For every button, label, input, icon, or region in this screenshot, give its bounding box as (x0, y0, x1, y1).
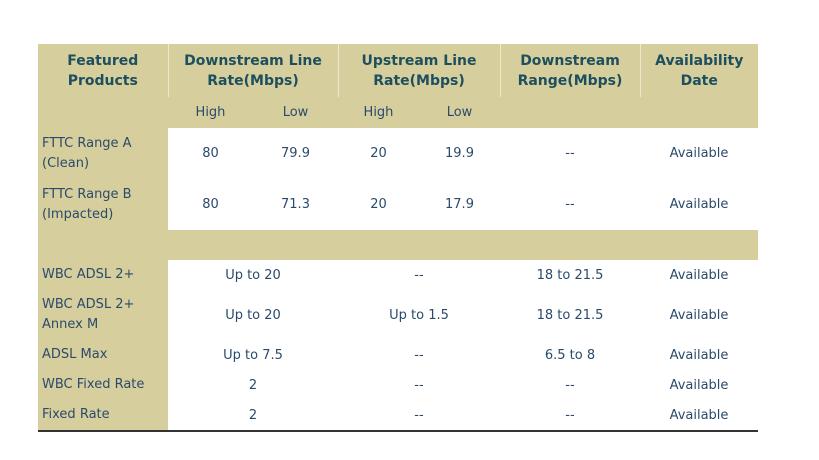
table-row: WBC Fixed Rate 2 -- -- Available (38, 370, 758, 400)
table-cell: 19.9 (419, 128, 500, 179)
table-cell: -- (500, 370, 640, 400)
table-cell: -- (338, 260, 500, 290)
table-cell: 80 (168, 179, 253, 230)
table-body: Featured Products Downstream Line Rate(Mb… (38, 44, 758, 432)
row-label: WBC ADSL 2+ Annex M (38, 290, 168, 340)
subheader-row: High Low High Low (38, 97, 758, 128)
table-row: FTTC Range A (Clean) 80 79.9 20 19.9 -- Availa… (38, 128, 758, 179)
table-cell: 71.3 (253, 179, 338, 230)
table-cell: Available (640, 290, 758, 340)
table-cell: -- (338, 340, 500, 370)
table-cell: Up to 7.5 (168, 340, 338, 370)
row-label: WBC Fixed Rate (38, 370, 168, 400)
table-row: WBC ADSL 2+ Annex M Up to 20 Up to 1.5 18 t… (38, 290, 758, 340)
table-cell: 17.9 (419, 179, 500, 230)
table-cell: 18 to 21.5 (500, 290, 640, 340)
table-cell: -- (500, 400, 640, 432)
row-label: FTTC Range A (Clean) (38, 128, 168, 179)
column-header: Downstream Line Rate(Mbps) (167, 44, 338, 97)
table-cell: 6.5 to 8 (500, 340, 640, 370)
products-table: Featured Products Downstream Line Rate(Mb… (38, 44, 758, 432)
table-cell: Available (640, 340, 758, 370)
column-header: Availability Date (639, 44, 758, 97)
row-label: WBC ADSL 2+ (38, 260, 168, 290)
row-label: Fixed Rate (38, 400, 168, 432)
subheader-cell: Low (253, 97, 338, 128)
spacer-cell (38, 230, 758, 260)
table-cell: -- (338, 400, 500, 432)
table-cell: Available (640, 128, 758, 179)
table-cell: Available (640, 370, 758, 400)
table-cell: Available (640, 400, 758, 432)
table-cell: Up to 20 (168, 290, 338, 340)
table-row: FTTC Range B (Impacted) 80 71.3 20 17.9 -- Ava… (38, 179, 758, 230)
table-cell: 79.9 (253, 128, 338, 179)
header-row: Featured Products Downstream Line Rate(Mb… (38, 44, 758, 97)
table-row: WBC ADSL 2+ Up to 20 -- 18 to 21.5 Available (38, 260, 758, 290)
table-cell: -- (338, 370, 500, 400)
column-header: Downstream Range(Mbps) (499, 44, 640, 97)
table-cell: 2 (168, 400, 338, 432)
table-cell: -- (500, 179, 640, 230)
row-label: FTTC Range B (Impacted) (38, 179, 168, 230)
column-header: Upstream Line Rate(Mbps) (337, 44, 500, 97)
table-row: ADSL Max Up to 7.5 -- 6.5 to 8 Available (38, 340, 758, 370)
table-row: Fixed Rate 2 -- -- Available (38, 400, 758, 432)
subheader-cell (640, 97, 758, 128)
table-cell: Up to 1.5 (338, 290, 500, 340)
subheader-cell: Low (419, 97, 500, 128)
table-wrap: Featured Products Downstream Line Rate(Mb… (38, 44, 758, 432)
table-cell: 18 to 21.5 (500, 260, 640, 290)
table-cell: -- (500, 128, 640, 179)
subheader-cell (500, 97, 640, 128)
table-cell: Up to 20 (168, 260, 338, 290)
subheader-cell (38, 97, 168, 128)
row-label: ADSL Max (38, 340, 168, 370)
table-cell: Available (640, 179, 758, 230)
table-cell: 20 (338, 128, 419, 179)
column-header: Featured Products (38, 44, 168, 97)
table-cell: 80 (168, 128, 253, 179)
spacer-row (38, 230, 758, 260)
subheader-cell: High (168, 97, 253, 128)
table-cell: 2 (168, 370, 338, 400)
table-cell: Available (640, 260, 758, 290)
subheader-cell: High (338, 97, 419, 128)
table-cell: 20 (338, 179, 419, 230)
